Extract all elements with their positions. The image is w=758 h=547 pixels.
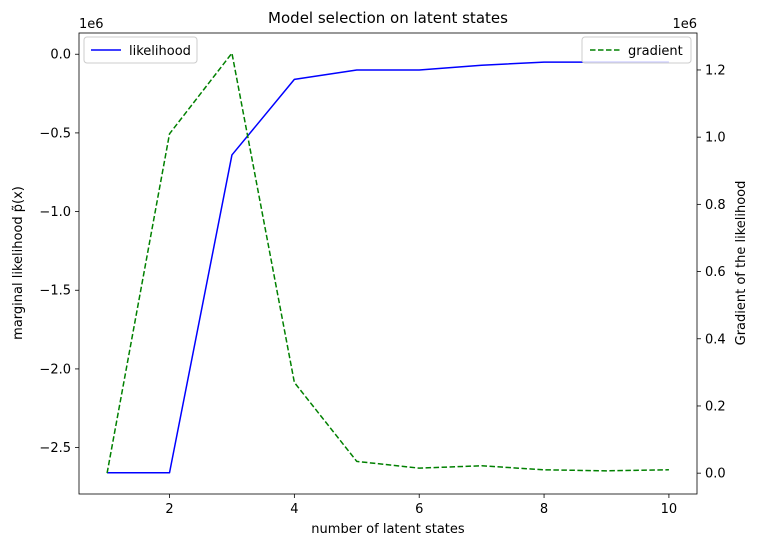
x-tick-label: 8 <box>540 502 548 517</box>
right-y-tick-label: 0.0 <box>705 467 726 482</box>
left-axis-offset-label: 1e6 <box>79 17 104 32</box>
x-tick-label: 6 <box>415 502 423 517</box>
legend-gradient: gradient <box>581 36 692 64</box>
right-y-axis-label: Gradient of the likelihood <box>734 181 749 346</box>
x-tick-label: 4 <box>290 502 298 517</box>
left-y-axis: 0.0 −0.5 −1.0 −1.5 −2.0 −2.5 <box>39 48 79 456</box>
right-y-tick-label: 0.4 <box>705 332 726 347</box>
right-y-tick-label: 0.6 <box>705 265 726 280</box>
axes-frame <box>78 32 698 495</box>
left-y-tick-label: −1.5 <box>39 284 71 299</box>
chart-title: Model selection on latent states <box>268 9 508 27</box>
x-tick-label: 10 <box>661 502 678 517</box>
right-y-axis: 0.0 0.2 0.4 0.6 0.8 1.0 1.2 <box>697 63 726 482</box>
right-axis-offset-label: 1e6 <box>672 17 697 32</box>
legend-likelihood: likelihood <box>83 36 198 64</box>
left-y-tick-label: −0.5 <box>39 126 71 141</box>
x-axis: 2 4 6 8 10 <box>165 494 677 517</box>
legend-likelihood-label: likelihood <box>129 44 191 59</box>
left-y-tick-label: 0.0 <box>50 48 71 63</box>
x-tick-label: 2 <box>165 502 173 517</box>
legend-likelihood-box <box>83 36 198 64</box>
legend-gradient-box <box>581 36 692 64</box>
legend-gradient-label: gradient <box>628 44 683 59</box>
right-y-tick-label: 0.2 <box>705 399 726 414</box>
right-y-tick-label: 0.8 <box>705 198 726 213</box>
left-y-axis-label: marginal likelihood p̃(x) <box>11 186 26 340</box>
series-line-likelihood <box>107 61 669 474</box>
left-y-tick-label: −2.0 <box>39 362 71 377</box>
right-y-tick-label: 1.2 <box>705 63 726 78</box>
plot-area <box>106 52 669 474</box>
x-axis-label: number of latent states <box>311 522 465 537</box>
left-y-tick-label: −2.5 <box>39 441 71 456</box>
right-y-tick-label: 1.0 <box>705 131 726 146</box>
left-y-tick-label: −1.0 <box>39 205 71 220</box>
series-line-gradient <box>106 52 669 474</box>
